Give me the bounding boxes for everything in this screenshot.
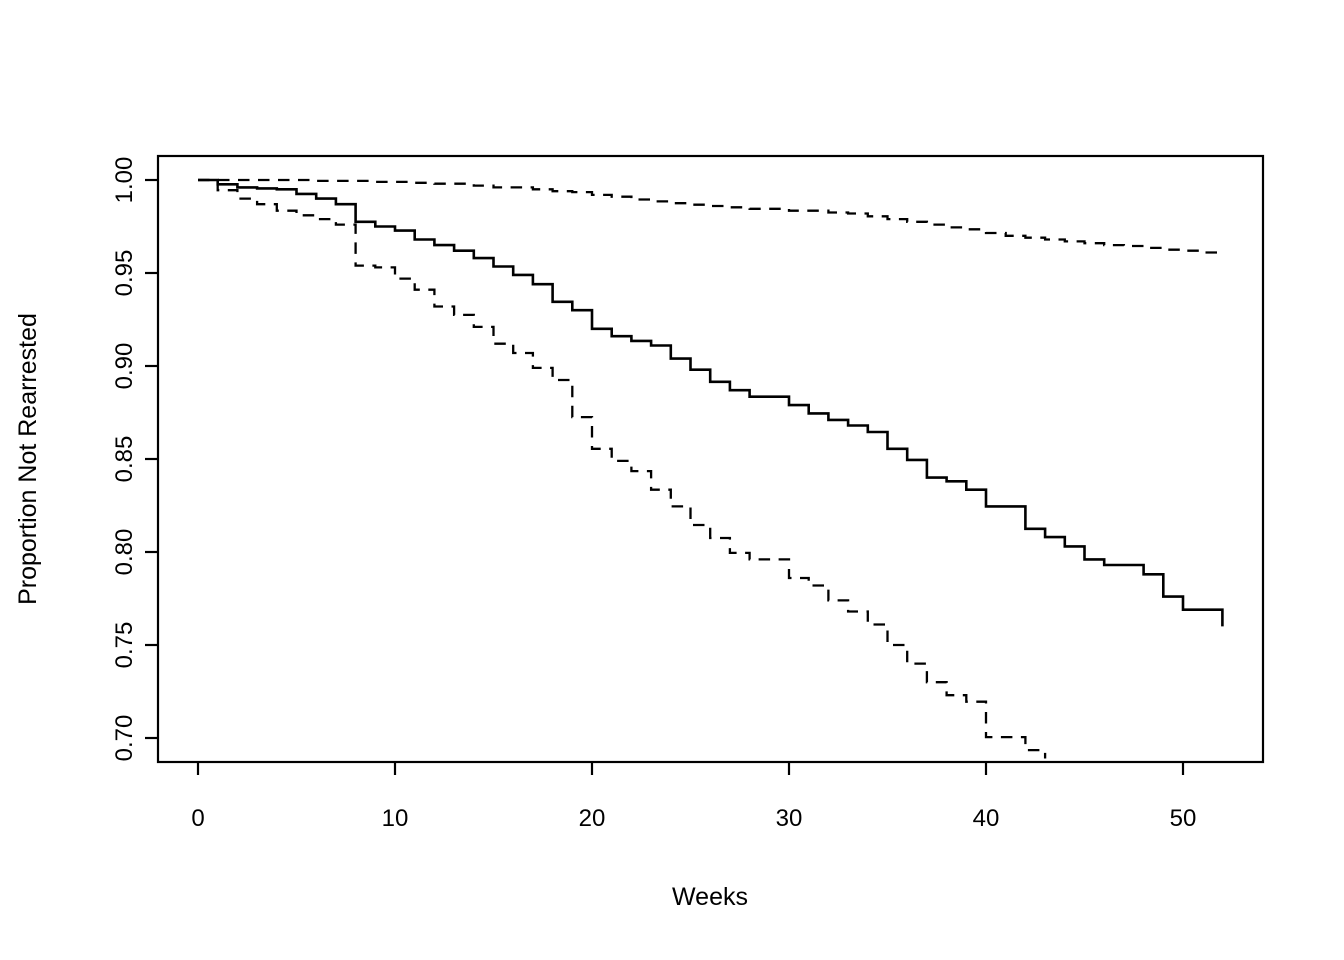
curve-middle-solid (198, 178, 1224, 627)
x-tick-label: 20 (579, 805, 606, 832)
curve-upper-dashed (198, 178, 1224, 255)
y-tick-label: 0.80 (111, 529, 138, 576)
x-tick-label: 40 (973, 805, 1000, 832)
x-tick-label: 0 (191, 805, 204, 832)
y-tick-label: 1.00 (111, 157, 138, 204)
x-tick-label: 50 (1170, 805, 1197, 832)
y-tick-label: 0.70 (111, 715, 138, 762)
x-axis-title: Weeks (672, 883, 748, 911)
y-tick-label: 0.90 (111, 343, 138, 390)
x-tick-label: 30 (776, 805, 803, 832)
x-tick-label: 10 (382, 805, 409, 832)
y-tick-label: 0.85 (111, 436, 138, 483)
y-axis-title: Proportion Not Rearrested (14, 313, 42, 605)
y-tick-label: 0.95 (111, 250, 138, 297)
chart-layer: 0 10 20 30 40 50 0.70 0.75 0.80 0.85 0.90 0.95 1.00 (111, 154, 1265, 832)
y-tick-label: 0.75 (111, 622, 138, 669)
curve-lower-dashed (198, 178, 1047, 759)
plot-frame (156, 154, 1265, 764)
